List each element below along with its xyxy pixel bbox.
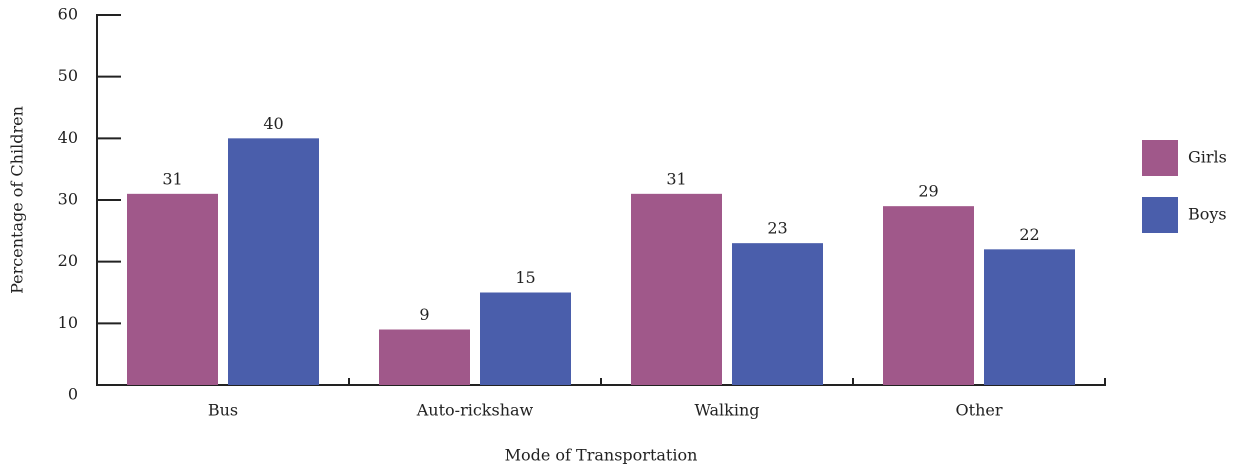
y-tick-label: 0 <box>68 385 78 404</box>
data-label: 31 <box>666 169 686 188</box>
y-tick-label: 30 <box>58 190 78 209</box>
legend-label: Girls <box>1188 148 1227 167</box>
legend-swatch <box>1142 140 1178 176</box>
x-axis-label: Mode of Transportation <box>505 446 698 465</box>
data-label: 15 <box>515 268 535 287</box>
x-tick-label: Other <box>956 401 1003 420</box>
bar <box>127 193 218 385</box>
bar <box>883 206 974 385</box>
data-label: 22 <box>1019 225 1039 244</box>
data-label: 31 <box>162 169 182 188</box>
x-tick-label: Walking <box>694 401 759 420</box>
bar <box>732 243 823 385</box>
data-label: 29 <box>918 182 938 201</box>
bar <box>379 329 470 385</box>
data-label: 23 <box>767 219 787 238</box>
bar <box>631 193 722 385</box>
legend-swatch <box>1142 197 1178 233</box>
y-tick-label: 60 <box>58 5 78 24</box>
y-axis-label: Percentage of Children <box>8 106 27 294</box>
y-tick-label: 40 <box>58 128 78 147</box>
bar <box>984 249 1075 385</box>
bar <box>228 138 319 385</box>
bar <box>480 292 571 385</box>
data-label: 9 <box>419 305 429 324</box>
y-tick-label: 50 <box>58 66 78 85</box>
y-tick-label: 10 <box>58 313 78 332</box>
data-label: 40 <box>263 114 283 133</box>
x-tick-label: Bus <box>208 401 238 420</box>
y-tick-label: 20 <box>58 251 78 270</box>
x-tick-label: Auto-rickshaw <box>416 401 534 420</box>
legend-label: Boys <box>1188 205 1227 224</box>
